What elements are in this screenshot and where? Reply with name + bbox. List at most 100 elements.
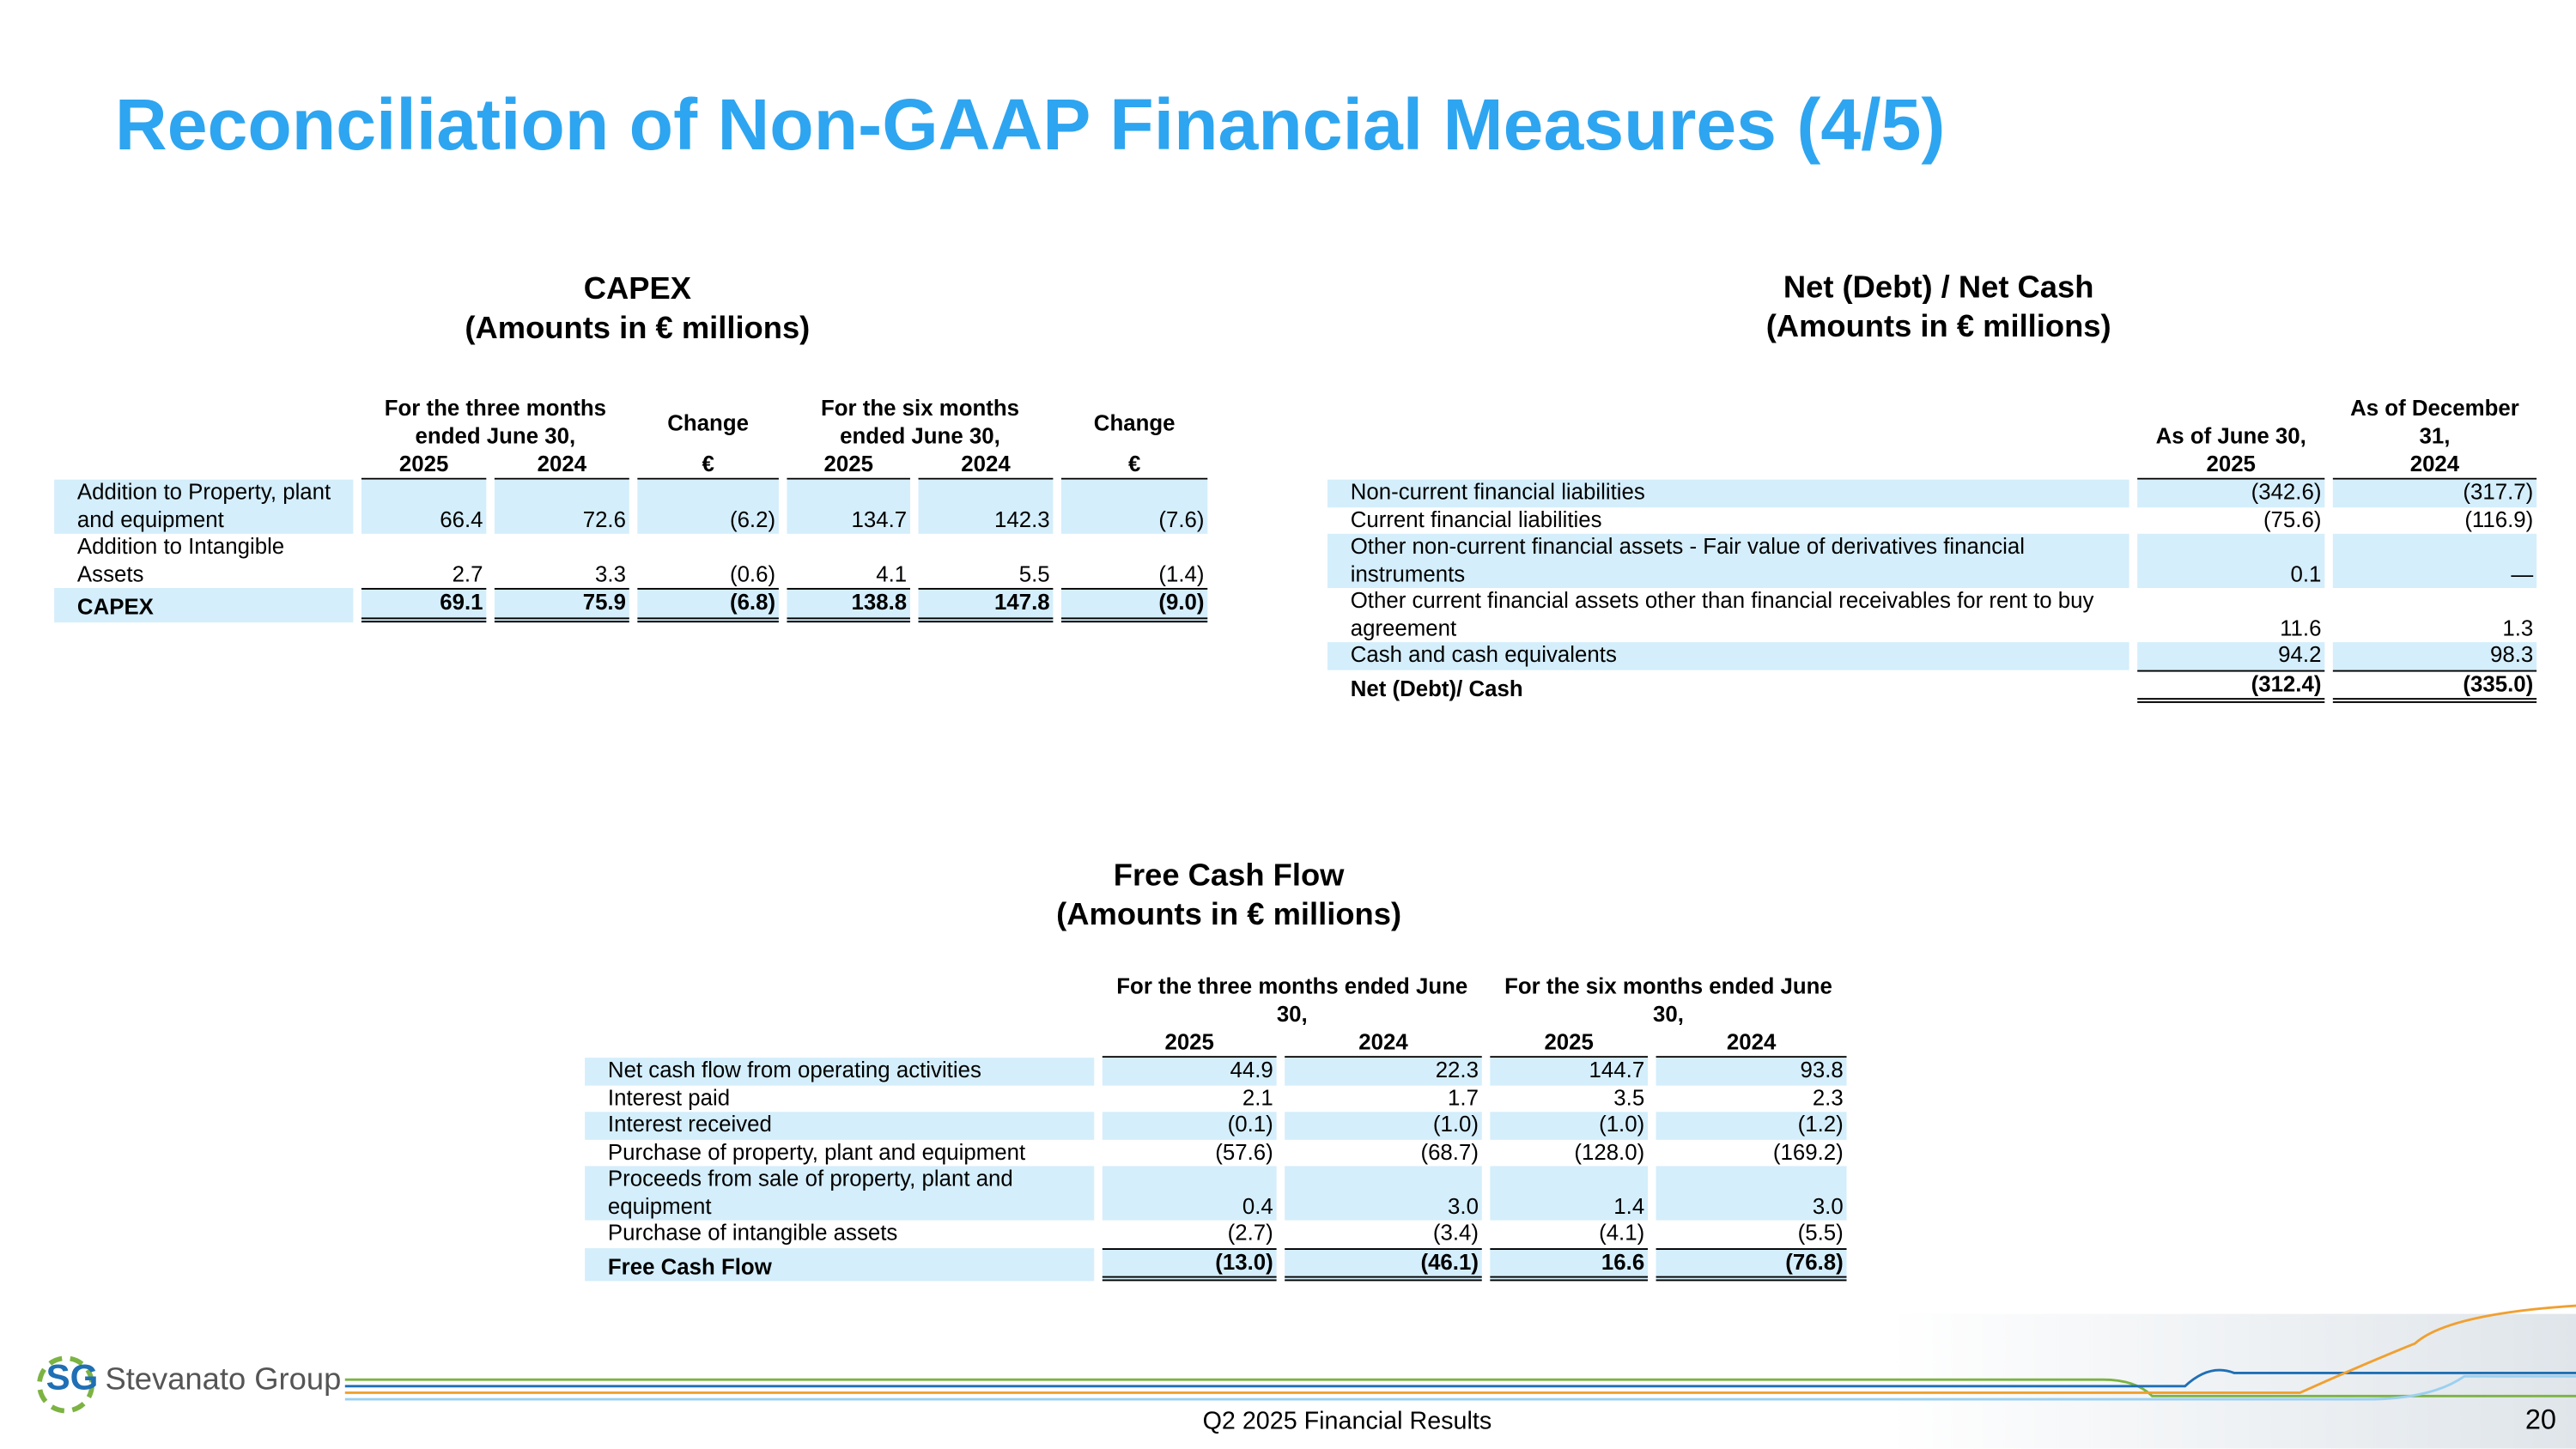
year-row: 2025 2024 xyxy=(1327,450,2537,480)
cell-value: 98.3 xyxy=(2332,642,2537,670)
cell-value: (116.9) xyxy=(2464,506,2534,531)
page-number: 20 xyxy=(2524,1404,2557,1436)
cell-value: 142.3 xyxy=(918,479,1054,534)
cell-value: (6.8) xyxy=(637,587,779,622)
cell-value: (312.4) xyxy=(2137,669,2325,703)
slide-title: Reconciliation of Non-GAAP Financial Mea… xyxy=(114,85,1946,167)
table-row: Net (Debt)/ Cash (312.4) (335.0) xyxy=(1327,669,2537,703)
cell-value: (7.6) xyxy=(1061,479,1208,534)
group-header: Change xyxy=(1093,409,1176,435)
header-blank xyxy=(54,394,353,450)
cell-value: 2.1 xyxy=(1242,1084,1273,1110)
cell-value: (3.4) xyxy=(1432,1220,1479,1246)
data-table: For the three months ended June 30, Chang… xyxy=(46,394,1216,622)
cell-value: 94.2 xyxy=(2137,642,2325,670)
data-table: For the three months ended June 30, For t… xyxy=(577,973,1856,1282)
year-header: € xyxy=(1061,450,1208,480)
row-label: Other current financial assets other tha… xyxy=(1350,587,2094,640)
row-label: Interest paid xyxy=(607,1084,731,1110)
cell-value: 3.5 xyxy=(1613,1084,1645,1110)
table-title: CAPEX xyxy=(583,272,691,307)
header-blank xyxy=(1327,450,2129,479)
group-header: For the six months ended June 30, xyxy=(1504,973,1832,1027)
cell-value: (1.0) xyxy=(1490,1112,1649,1139)
cell-value: 1.7 xyxy=(1448,1084,1479,1110)
year-header: 2025 xyxy=(787,450,910,480)
cell-value: 72.6 xyxy=(494,479,629,534)
row-label: Free Cash Flow xyxy=(585,1247,1095,1282)
group-header: For the three months ended June 30, xyxy=(1116,973,1468,1027)
table-row: Net cash flow from operating activities 4… xyxy=(585,1058,1847,1085)
header-blank xyxy=(585,973,1094,1028)
row-label: Cash and cash equivalents xyxy=(1327,642,2129,670)
row-label: CAPEX xyxy=(54,587,354,622)
cell-value: 2.3 xyxy=(1812,1084,1844,1110)
group-header: For the six months ended June 30, xyxy=(820,396,1020,449)
table-row: Cash and cash equivalents 94.2 98.3 xyxy=(1327,642,2537,670)
table-row: Current financial liabilities (75.6) (116.… xyxy=(1327,506,2537,534)
year-header: 2024 xyxy=(494,450,629,480)
header-blank xyxy=(54,450,353,479)
group-header: As of June 30, xyxy=(2155,423,2306,449)
table-row: Free Cash Flow (13.0) (46.1) 16.6 (76.8) xyxy=(585,1247,1847,1282)
cell-value: (317.7) xyxy=(2332,479,2537,507)
table-subtitle: (Amounts in € millions) xyxy=(1765,310,2111,345)
year-header: 2024 xyxy=(1285,1028,1482,1058)
cell-value: (1.0) xyxy=(1285,1112,1482,1139)
table-title: Net (Debt) / Net Cash xyxy=(1783,270,2094,306)
table-row: Other non-current financial assets - Fai… xyxy=(1327,533,2537,588)
row-label: Addition to Intangible Assets xyxy=(76,533,285,586)
logo-mark: SG xyxy=(46,1356,99,1398)
cell-value: (1.2) xyxy=(1656,1112,1847,1139)
year-row: 2025 2024 €2025 2024 € xyxy=(54,450,1208,480)
row-label: Addition to Property, plant and equipmen… xyxy=(54,479,354,534)
year-header: 2024 xyxy=(2332,450,2537,480)
cell-value: 0.1 xyxy=(2137,533,2325,588)
cell-value: 22.3 xyxy=(1285,1058,1482,1085)
table-row: Non-current financial liabilities (342.6)… xyxy=(1327,479,2537,507)
cell-value: (76.8) xyxy=(1656,1247,1847,1282)
cell-value: (4.1) xyxy=(1599,1220,1645,1246)
cell-value: 3.3 xyxy=(595,561,626,586)
row-label: Non-current financial liabilities xyxy=(1327,479,2129,507)
row-label: Purchase of property, plant and equipmen… xyxy=(607,1138,1026,1164)
cell-value: 134.7 xyxy=(787,479,910,534)
cell-value: (1.4) xyxy=(1158,561,1205,586)
cell-value: (75.6) xyxy=(2263,506,2322,531)
row-label: Purchase of intangible assets xyxy=(607,1220,898,1246)
year-header: 2024 xyxy=(918,450,1054,480)
row-label: Interest received xyxy=(585,1112,1095,1139)
cell-value: — xyxy=(2332,533,2537,588)
table-row: Other current financial assets other tha… xyxy=(1327,588,2537,642)
row-label: Proceeds from sale of property, plant an… xyxy=(585,1166,1095,1221)
table-subtitle: (Amounts in € millions) xyxy=(465,312,811,347)
row-label: Current financial liabilities xyxy=(1350,506,1602,531)
cell-value: 2.7 xyxy=(452,561,483,586)
cell-value: (128.0) xyxy=(1574,1138,1645,1164)
cell-value: 69.1 xyxy=(361,587,487,622)
cell-value: 93.8 xyxy=(1656,1058,1847,1085)
cell-value: (9.0) xyxy=(1061,587,1208,622)
cell-value: 44.9 xyxy=(1102,1058,1277,1085)
table-heading: Free Cash Flow (Amounts in € millions) xyxy=(818,858,1640,937)
header-row: As of June 30, As of December 31, xyxy=(1327,394,2537,450)
table-row: Purchase of intangible assets (2.7) (3.4) (… xyxy=(585,1221,1846,1248)
year-header: 2025 xyxy=(1102,1028,1277,1058)
cell-value: (2.7) xyxy=(1227,1220,1273,1246)
table-row: Addition to Property, plant and equipmen… xyxy=(54,479,1208,534)
data-table: As of June 30, As of December 31, 2025 2024… xyxy=(1319,394,2544,703)
table-row: CAPEX 69.1 75.9 (6.8) 138.8 147.8 (9.0) xyxy=(54,587,1208,622)
year-row: 2025 2024 2025 2024 xyxy=(585,1028,1847,1058)
header-row: For the three months ended June 30, For t… xyxy=(585,973,1846,1028)
cell-value: (335.0) xyxy=(2332,669,2537,703)
header-blank xyxy=(1327,394,2129,450)
footer-caption: Q2 2025 Financial Results xyxy=(1202,1407,1492,1436)
logo-text: Stevanato Group xyxy=(105,1363,342,1398)
cell-value: (342.6) xyxy=(2137,479,2325,507)
row-label: Other non-current financial assets - Fai… xyxy=(1327,533,2129,588)
cell-value: (169.2) xyxy=(1772,1138,1844,1164)
table-row: Addition to Intangible Assets 2.7 3.3 (0.6)… xyxy=(54,534,1207,588)
cell-value: 138.8 xyxy=(787,587,910,622)
